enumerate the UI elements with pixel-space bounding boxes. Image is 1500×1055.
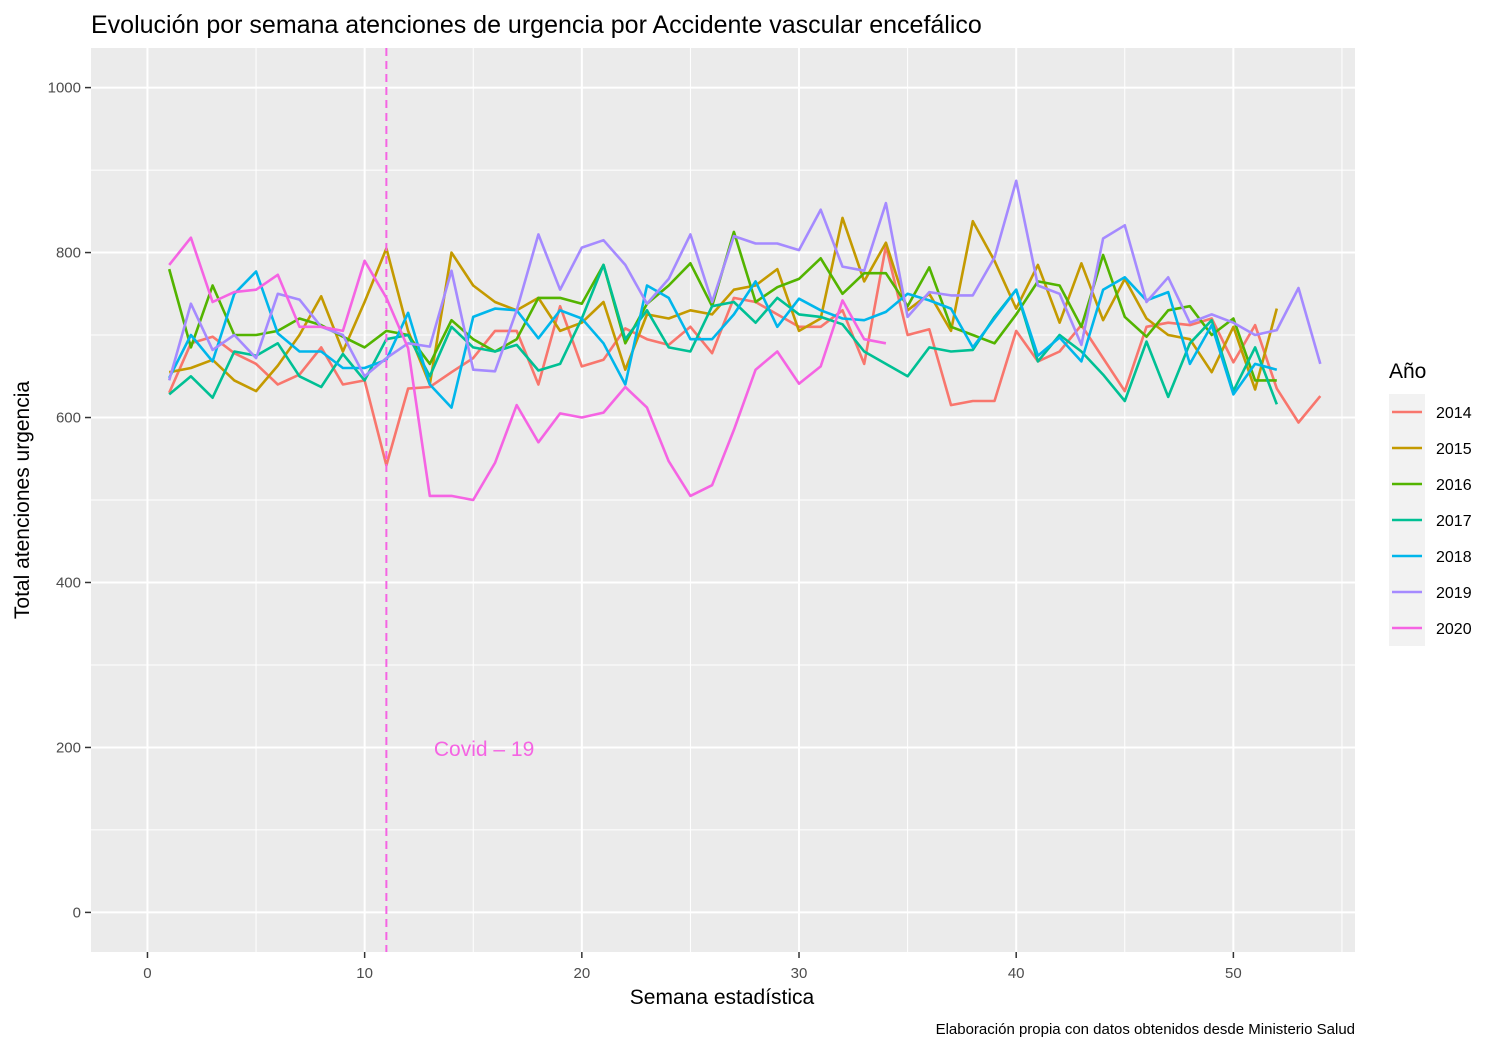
x-tick-label: 50: [1225, 965, 1242, 982]
legend-label-2019: 2019: [1436, 585, 1472, 602]
covid-annotation-label: Covid – 19: [434, 738, 534, 761]
x-axis-label: Semana estadística: [630, 986, 815, 1009]
legend-label-2017: 2017: [1436, 513, 1472, 530]
legend-items: 2014 2015 2016 2017 2018 2019 2020: [1389, 394, 1472, 646]
y-axis-label: Total atenciones urgencia: [11, 381, 34, 619]
y-tick-label: 1000: [48, 80, 81, 97]
x-axis: 0 10 20 30 40 50: [143, 952, 1242, 982]
y-tick-label: 400: [56, 574, 81, 591]
series-line-2020: [168, 236, 887, 502]
legend: Año 2014 2015 2016 2017 2018 2019 2020: [1389, 360, 1472, 646]
y-tick-label: 200: [56, 739, 81, 756]
legend-label-2020: 2020: [1436, 621, 1472, 638]
x-tick-label: 0: [143, 965, 151, 982]
legend-title: Año: [1389, 360, 1426, 383]
legend-label-2014: 2014: [1436, 405, 1472, 422]
legend-label-2016: 2016: [1436, 477, 1472, 494]
chart-caption: Elaboración propia con datos obtenidos d…: [936, 1021, 1355, 1038]
x-tick-label: 10: [356, 965, 373, 982]
series-line-2019: [167, 179, 1322, 381]
y-tick-label: 0: [73, 904, 81, 921]
y-tick-label: 600: [56, 410, 81, 427]
annotation-layer: Covid – 19: [385, 48, 534, 952]
x-tick-label: 30: [791, 965, 808, 982]
x-tick-label: 40: [1008, 965, 1025, 982]
chart-title: Evolución por semana atenciones de urgen…: [91, 11, 982, 39]
series-layer: [167, 179, 1322, 502]
y-axis: 0 200 400 600 800 1000: [48, 80, 91, 921]
x-tick-label: 20: [573, 965, 590, 982]
legend-label-2018: 2018: [1436, 549, 1472, 566]
major-grid: [91, 48, 1355, 952]
legend-label-2015: 2015: [1436, 441, 1472, 458]
y-tick-label: 800: [56, 245, 81, 262]
series-line-2018: [168, 270, 1278, 409]
